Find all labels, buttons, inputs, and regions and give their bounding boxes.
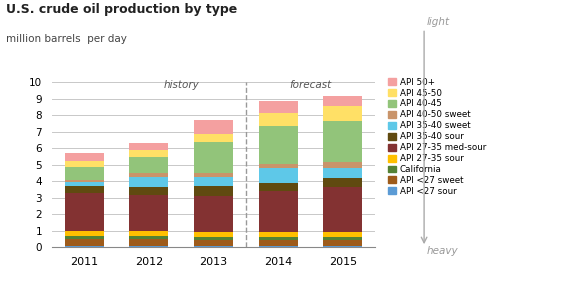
Bar (323, 168, 362, 178)
Bar (129, 143, 168, 151)
Bar (258, 101, 298, 114)
Legend: API 50+, API 45-50, API 40-45, API 40-50 sweet, API 35-40 sweet, API 35-40 sour,: API 50+, API 45-50, API 40-45, API 40-50… (385, 74, 489, 199)
Bar (194, 246, 233, 247)
Bar (65, 231, 104, 236)
Bar (258, 114, 298, 126)
Bar (65, 167, 104, 179)
Bar (258, 240, 298, 246)
Bar (129, 236, 168, 239)
Bar (194, 120, 233, 134)
Bar (129, 151, 168, 157)
Bar (323, 246, 362, 247)
Bar (194, 173, 233, 177)
Bar (65, 246, 104, 247)
Bar (258, 246, 298, 247)
Bar (323, 237, 362, 240)
Bar (65, 236, 104, 239)
Text: light: light (427, 17, 450, 27)
Bar (323, 121, 362, 162)
Bar (323, 162, 362, 168)
Bar (129, 246, 168, 247)
Bar (65, 186, 104, 193)
Bar (65, 179, 104, 182)
Text: forecast: forecast (289, 80, 332, 90)
Bar (65, 153, 104, 161)
Bar (323, 178, 362, 187)
Bar (258, 126, 298, 164)
Bar (194, 232, 233, 237)
Bar (258, 183, 298, 191)
Bar (194, 177, 233, 187)
Bar (65, 161, 104, 167)
Text: million barrels  per day: million barrels per day (6, 34, 126, 44)
Text: U.S. crude oil production by type: U.S. crude oil production by type (6, 3, 237, 16)
Bar (323, 187, 362, 232)
Bar (194, 195, 233, 232)
Bar (65, 239, 104, 246)
Bar (129, 195, 168, 231)
Bar (194, 240, 233, 246)
Bar (129, 157, 168, 174)
Bar (129, 177, 168, 187)
Bar (129, 174, 168, 177)
Bar (65, 193, 104, 231)
Bar (194, 143, 233, 173)
Bar (258, 168, 298, 183)
Bar (323, 232, 362, 237)
Bar (194, 134, 233, 143)
Text: history: history (163, 80, 199, 90)
Bar (129, 187, 168, 195)
Bar (258, 237, 298, 240)
Bar (129, 231, 168, 236)
Bar (323, 106, 362, 121)
Bar (258, 232, 298, 237)
Bar (258, 191, 298, 232)
Bar (194, 187, 233, 195)
Bar (129, 239, 168, 246)
Bar (65, 182, 104, 186)
Bar (323, 240, 362, 246)
Text: heavy: heavy (427, 246, 459, 256)
Bar (258, 164, 298, 168)
Bar (194, 237, 233, 240)
Bar (323, 95, 362, 106)
